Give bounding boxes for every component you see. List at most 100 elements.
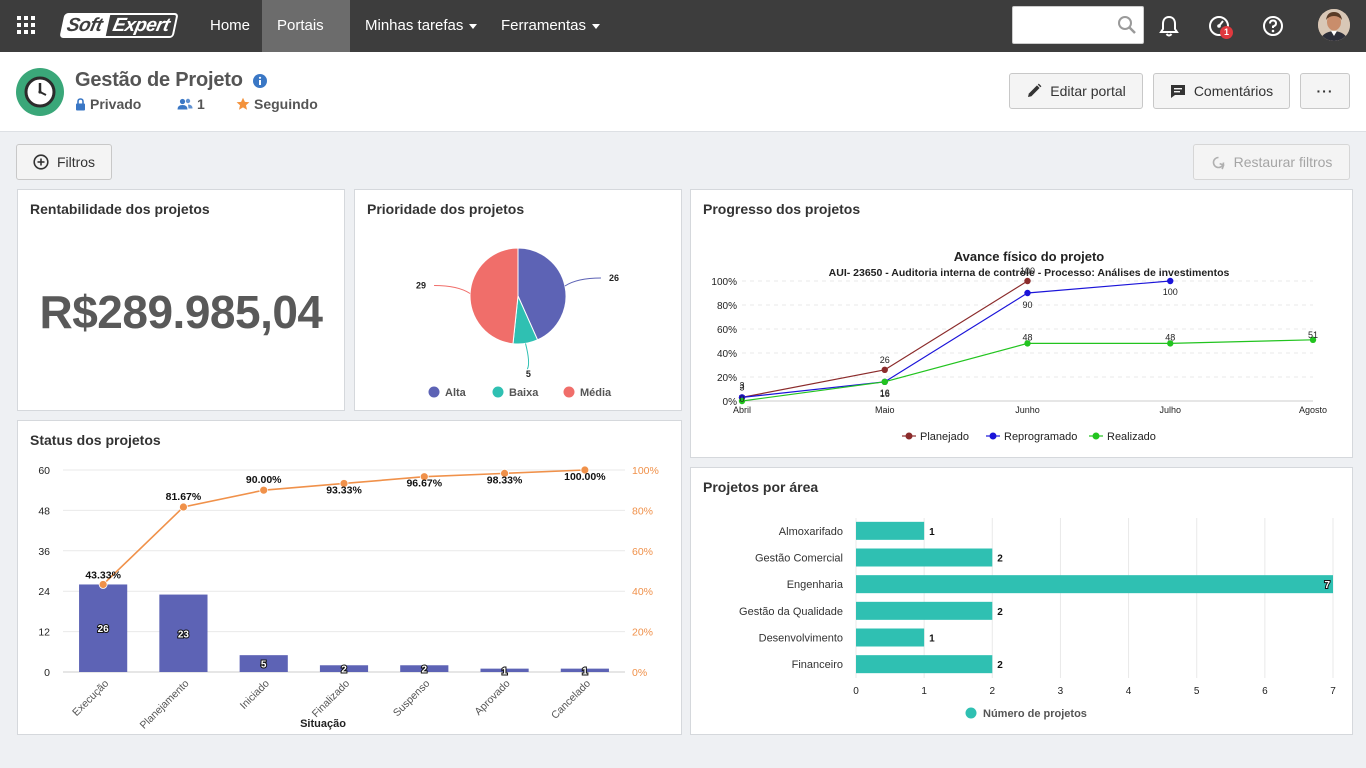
pie-slice-alta (517, 247, 567, 341)
nav-ferramentas-label: Ferramentas (501, 17, 587, 34)
performance-gauge-icon[interactable]: 1 (1206, 13, 1233, 39)
portal-header: Gestão de Projeto Privado 1 Seguindo Edi… (0, 52, 1366, 132)
pareto-y2-tick-label: 80% (632, 505, 653, 517)
user-avatar[interactable] (1318, 9, 1350, 41)
pareto-cumulative-point (339, 479, 349, 488)
edit-portal-label: Editar portal (1050, 83, 1126, 99)
line-y-tick-label: 40% (717, 349, 737, 360)
hbar-data-label: 1 (929, 634, 935, 645)
search-box (1012, 6, 1144, 44)
top-navigation-bar: Soft Expert Home Portais Minhas tarefas … (0, 0, 1366, 81)
legend-marker-alta (428, 386, 440, 398)
hbar-category-label: Financeiro (792, 659, 843, 671)
comments-label: Comentários (1193, 83, 1274, 99)
line-point-realizado (1024, 340, 1031, 347)
progresso-title: Progresso dos projetos (703, 201, 861, 217)
line-x-tick-label: Agosto (1299, 405, 1327, 415)
pareto-x-tick-label: Suspenso (391, 678, 433, 720)
hbar-x-tick-label: 5 (1194, 686, 1200, 697)
pareto-cumulative-point (419, 472, 429, 482)
caret-down-icon (592, 23, 601, 29)
line-point-planejado (881, 366, 888, 373)
pareto-cumulative-label: 98.33% (487, 474, 523, 486)
restore-filters-button[interactable]: Restaurar filtros (1193, 144, 1350, 180)
line-y-tick-label: 60% (717, 325, 737, 336)
legend-marker-numero-de-projetos (965, 707, 977, 719)
area-card: Projetos por área 0 1 2 3 4 5 6 7 Almoxarifado 1 G… (690, 467, 1353, 735)
pareto-bar-aprovado (480, 668, 529, 672)
privacy-status: Privado (75, 96, 141, 112)
area-bar-chart: 0 1 2 3 4 5 6 7 Almoxarifado 1 Gestão Comercial 2 En… (739, 518, 1336, 720)
nav-ferramentas[interactable]: Ferramentas (486, 0, 615, 52)
pareto-x-tick-label: Finalizado (310, 678, 352, 720)
hbar-category-label: Engenharia (787, 579, 844, 591)
prioridade-pie-chart: 26 5 29 Alta Baixa Média (416, 247, 619, 399)
pareto-y-tick-label: 0 (44, 667, 50, 679)
line-point-reprogramado (1024, 289, 1031, 297)
nav-portais[interactable]: Portais (262, 0, 350, 81)
search-input[interactable] (1019, 7, 1119, 43)
restore-filters-label: Restaurar filtros (1233, 154, 1333, 170)
hbar-data-label: 7 (1324, 580, 1330, 591)
pareto-cumulative-label: 100.00% (564, 471, 606, 483)
rentabilidade-card: Rentabilidade dos projetos R$289.985,04 (17, 189, 345, 411)
hbar-x-tick-label: 7 (1330, 686, 1336, 697)
pareto-cumulative-point (98, 580, 108, 589)
progresso-line-chart: Avance físico do projeto AUI- 23650 - Aud… (711, 249, 1327, 443)
hbar-bar (856, 548, 993, 567)
line-y-tick-label: 20% (717, 373, 737, 384)
info-icon[interactable] (253, 74, 267, 93)
legend-label-baixa: Baixa (509, 387, 539, 399)
add-circle-icon (33, 154, 49, 170)
line-data-label-planejado: 26 (880, 355, 890, 365)
apps-grid-icon[interactable] (10, 9, 42, 41)
filters-label: Filtros (56, 154, 96, 170)
line-data-label-reprogramado: 16 (880, 389, 890, 399)
pie-data-label-média: 29 (416, 280, 426, 290)
pareto-bar-data-label: 2 (422, 665, 428, 676)
status-card: Status dos projetos 0 12 24 36 48 60 0% 20% 40% 6… (17, 420, 682, 735)
line-point-reprogramado (1167, 277, 1174, 285)
pie-data-label-alta: 26 (609, 273, 619, 283)
pareto-cumulative-point (500, 468, 509, 478)
line-series-realizado (741, 339, 1314, 402)
line-series-reprogramado (741, 280, 1171, 398)
pareto-y2-tick-label: 40% (632, 586, 653, 598)
pareto-y-tick-label: 48 (38, 505, 50, 517)
comment-icon (1170, 84, 1185, 98)
status-title: Status dos projetos (30, 432, 161, 448)
rentabilidade-title: Rentabilidade dos projetos (30, 201, 210, 217)
line-chart-title: Avance físico do projeto (954, 249, 1105, 264)
notifications-bell-icon[interactable] (1156, 13, 1182, 39)
comments-button[interactable]: Comentários (1153, 73, 1290, 109)
notification-badge: 1 (1220, 26, 1233, 39)
members-count[interactable]: 1 (177, 96, 205, 112)
search-icon[interactable] (1117, 15, 1137, 40)
edit-portal-button[interactable]: Editar portal (1009, 73, 1143, 109)
softexpert-logo[interactable]: Soft Expert (59, 12, 179, 38)
pareto-bar-data-label: 5 (261, 660, 267, 671)
more-options-button[interactable]: ··· (1300, 73, 1350, 109)
clock-icon (16, 68, 64, 116)
hbar-data-label: 2 (997, 607, 1003, 618)
line-x-tick-label: Maio (875, 405, 895, 415)
pareto-cumulative-point (259, 485, 269, 495)
pareto-cumulative-label: 43.33% (85, 569, 121, 581)
pareto-x-axis-title: Situação (300, 718, 346, 730)
pareto-x-tick-label: Cancelado (549, 678, 593, 722)
legend-marker-reprogramado (989, 432, 997, 440)
hbar-x-tick-label: 2 (990, 686, 996, 697)
nav-home[interactable]: Home (195, 0, 265, 52)
filters-button[interactable]: Filtros (16, 144, 112, 180)
pareto-y2-tick-label: 100% (632, 465, 659, 477)
help-icon[interactable] (1260, 13, 1286, 39)
pareto-y-tick-label: 36 (38, 546, 50, 558)
line-y-tick-label: 80% (717, 301, 737, 312)
hbar-category-label: Desenvolvimento (759, 633, 843, 645)
users-icon (177, 98, 193, 110)
following-status[interactable]: Seguindo (236, 96, 318, 112)
pareto-cumulative-label: 96.67% (406, 478, 442, 490)
pareto-cumulative-label: 93.33% (326, 484, 362, 496)
hbar-x-tick-label: 1 (921, 686, 927, 697)
nav-minhas-tarefas[interactable]: Minhas tarefas (350, 0, 492, 52)
